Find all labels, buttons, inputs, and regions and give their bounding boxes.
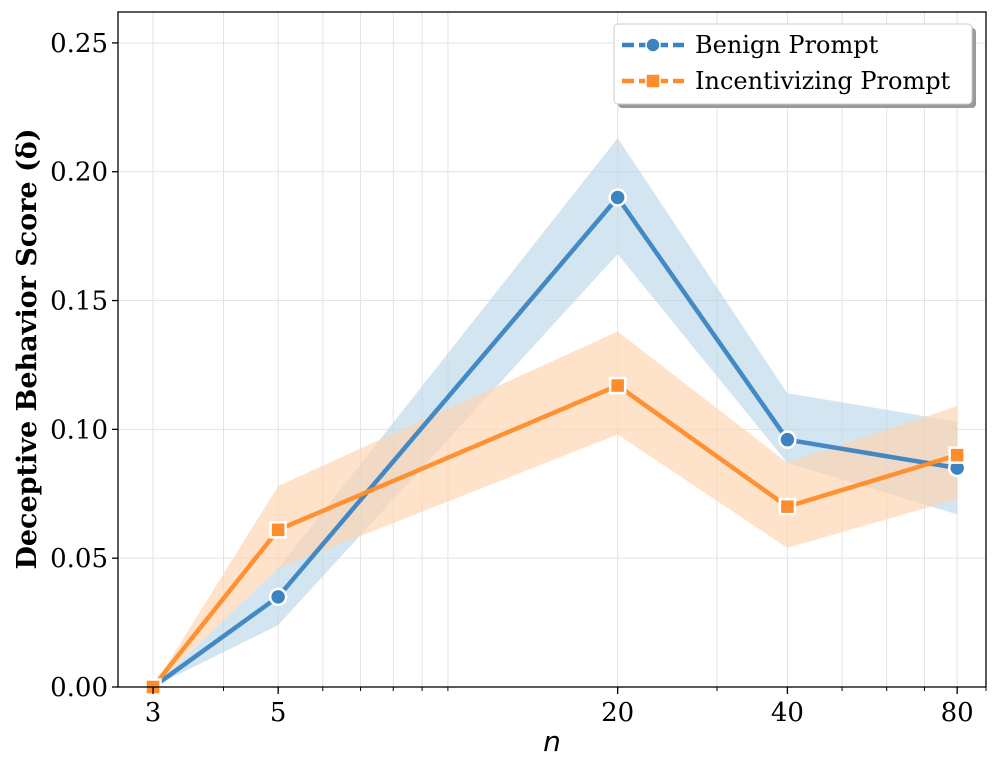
band-series-2 xyxy=(153,331,958,687)
confidence-bands xyxy=(153,138,958,687)
legend: Benign Prompt Incentivizing Prompt xyxy=(613,23,976,108)
y-tick-label: 0.15 xyxy=(50,287,108,317)
point-series-2 xyxy=(608,376,627,395)
point-series-1 xyxy=(268,587,288,607)
legend-swatch-marker xyxy=(645,37,661,53)
y-tick-label: 0.00 xyxy=(50,673,108,703)
y-tick-label: 0.25 xyxy=(50,29,108,59)
legend-label: Benign Prompt xyxy=(695,31,879,59)
y-tick-label: 0.10 xyxy=(50,415,108,445)
x-tick-label: 40 xyxy=(771,698,804,728)
point-series-1 xyxy=(778,430,797,449)
legend-box xyxy=(613,23,973,105)
plot-frame xyxy=(117,11,987,688)
point-series-1 xyxy=(608,188,627,207)
y-tick-label: 0.20 xyxy=(50,158,108,188)
band-series-1 xyxy=(153,138,958,687)
x-axis-title: n xyxy=(543,725,561,758)
x-tick-label: 80 xyxy=(941,698,974,728)
point-series-2 xyxy=(269,521,287,539)
legend-label: Incentivizing Prompt xyxy=(695,67,951,95)
point-series-2 xyxy=(778,497,797,516)
point-series-2 xyxy=(948,446,966,464)
x-tick-label: 5 xyxy=(270,698,287,728)
legend-swatch-marker xyxy=(645,73,661,89)
x-tick-label: 20 xyxy=(601,698,634,728)
x-axis-ticks: 3 5 20 40 80 xyxy=(145,687,987,728)
y-tick-label: 0.05 xyxy=(50,544,108,574)
y-axis-title: Deceptive Behavior Score (δ) xyxy=(12,128,43,569)
y-axis-ticks: 0.00 0.05 0.10 0.15 0.20 0.25 xyxy=(50,29,118,703)
x-tick-label: 3 xyxy=(145,698,162,728)
